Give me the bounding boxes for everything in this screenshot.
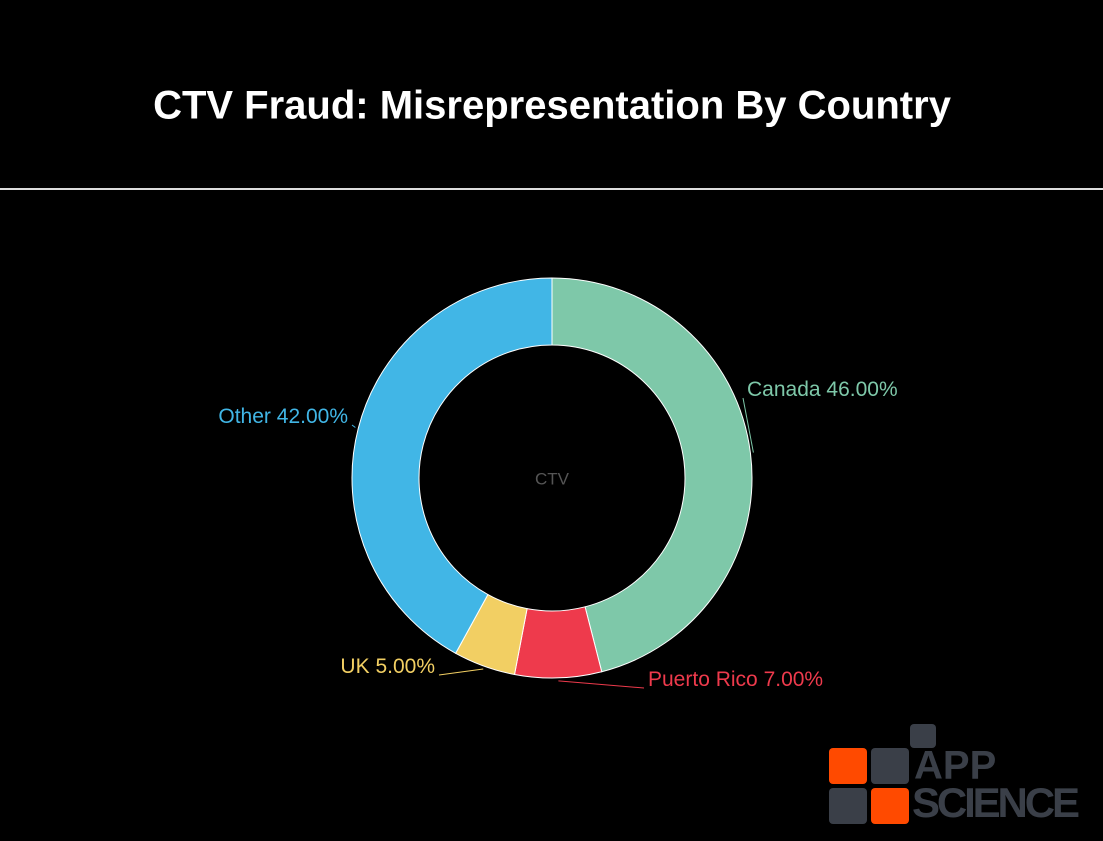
logo-text: SCIENCE xyxy=(912,779,1080,826)
logo-block xyxy=(871,748,909,784)
category-name: UK xyxy=(340,655,369,678)
leader-line xyxy=(558,680,645,689)
value-label: 42.00% xyxy=(277,405,348,428)
logo-block xyxy=(871,788,909,824)
value-label: 46.00% xyxy=(826,378,897,401)
logo-block xyxy=(829,748,867,784)
data-label: Canada 46.00% xyxy=(747,378,898,401)
value-label: 7.00% xyxy=(764,668,824,691)
data-label: Other 42.00% xyxy=(218,405,348,428)
center-label: CTV xyxy=(535,469,570,488)
value-label: 5.00% xyxy=(375,655,435,678)
donut-segment xyxy=(551,277,753,673)
leader-line xyxy=(742,397,754,453)
leader-line xyxy=(351,424,356,428)
data-label: UK 5.00% xyxy=(340,655,435,678)
category-name: Canada xyxy=(747,378,821,401)
logo: APP SCIENCE xyxy=(829,724,1080,826)
category-name: Puerto Rico xyxy=(648,668,758,691)
data-label: Puerto Rico 7.00% xyxy=(648,668,823,691)
donut-segment xyxy=(351,277,553,654)
logo-text: APP xyxy=(914,744,996,788)
category-name: Other xyxy=(218,405,271,428)
chart-title: CTV Fraud: Misrepresentation By Country xyxy=(153,84,952,128)
logo-block xyxy=(829,788,867,824)
leader-line xyxy=(438,668,484,676)
logo-block xyxy=(910,724,936,748)
